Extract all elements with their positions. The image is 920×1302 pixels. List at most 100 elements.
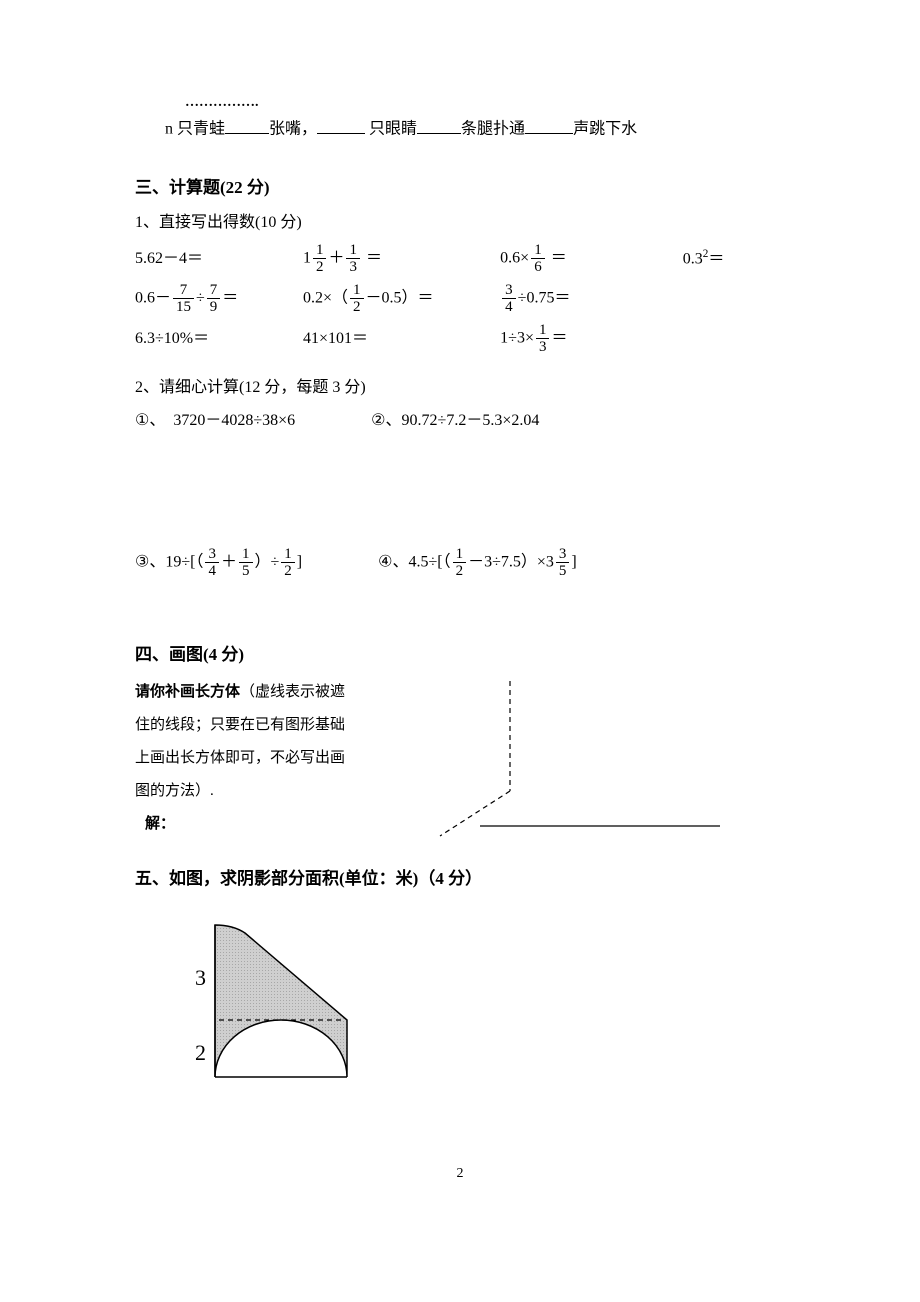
frog-fill-blank: n 只青蛙 张嘴， 只眼睛 条腿扑通 声跳下水 — [165, 115, 785, 144]
p4-post: ] — [571, 553, 576, 570]
mc-r3c3-pre: 1÷3× — [500, 330, 534, 347]
section-5-title: 五、如图，求阴影部分面积(单位：米)（4 分） — [135, 864, 785, 895]
mc-r1c4: 0.32＝ — [683, 244, 785, 274]
frac-num: 1 — [536, 322, 550, 340]
mc-r1c2-mid: ＋ — [328, 250, 344, 267]
section-4-body: 请你补画长方体（虚线表示被遮住的线段；只要在已有图形基础上画出长方体即可，不必写… — [135, 676, 785, 846]
frac-num: 1 — [281, 546, 295, 564]
shaded-region — [215, 925, 347, 1077]
frac-num: 7 — [207, 282, 221, 300]
mc-r3c1: 6.3÷10%＝ — [135, 325, 303, 354]
frac-den: 2 — [453, 563, 467, 580]
section-3-sub2: 2、请细心计算(12 分，每题 3 分) — [135, 374, 785, 403]
frac-den: 2 — [313, 259, 327, 276]
shaded-figure: 3 2 — [165, 915, 785, 1101]
page-number: 2 — [135, 1161, 785, 1186]
mc-r2c1-pre: 0.6－ — [135, 290, 171, 307]
frac-icon: 12 — [453, 546, 467, 580]
solve-label: 解： — [145, 808, 355, 841]
mc-r1c2-post: ＝ — [362, 250, 382, 267]
p3-post: ] — [297, 553, 302, 570]
p1-body: 3720－4028÷38×6 — [173, 412, 295, 429]
blank-4[interactable] — [525, 115, 573, 134]
mc-r2c2-post: －0.5）＝ — [366, 290, 434, 307]
mc-r1c3-post: ＝ — [547, 250, 567, 267]
instr-rest: （虚线表示被遮住的线段；只要在已有图形基础上画出长方体即可，不必写出画图的方法）… — [135, 684, 345, 799]
frog-part-0: n 只青蛙 — [165, 121, 225, 138]
mental-calc-grid: 5.62－4＝ 112＋13 ＝ 0.6×16 ＝ 0.32＝ 0.6－715÷… — [135, 242, 785, 356]
frac-num: 1 — [346, 242, 360, 260]
frac-num: 3 — [205, 546, 219, 564]
frog-part-4: 声跳下水 — [573, 121, 637, 138]
mc-r2c2-pre: 0.2×（ — [303, 290, 348, 307]
mc-r1c2-pre: 1 — [303, 250, 311, 267]
mc-r3c3-post: ＝ — [551, 330, 567, 347]
mc-r2c1-mid: ÷ — [196, 290, 205, 307]
frac-num: 7 — [173, 282, 194, 300]
mc-r2c1-post: ＝ — [222, 290, 238, 307]
frac-num: 3 — [502, 282, 516, 300]
frog-part-1: 张嘴， — [269, 121, 317, 138]
frac-den: 5 — [556, 563, 570, 580]
frog-part-2: 只眼睛 — [365, 121, 417, 138]
problem-1: ①、 3720－4028÷38×6 — [135, 407, 295, 436]
mc-r2c3: 34÷0.75＝ — [500, 282, 683, 316]
frac-den: 15 — [173, 299, 194, 316]
detailed-row-1: ①、 3720－4028÷38×6 ②、90.72÷7.2－5.3×2.04 — [135, 407, 785, 436]
frac-icon: 715 — [173, 282, 194, 316]
label-2: 2 — [195, 1040, 206, 1065]
frac-den: 3 — [536, 339, 550, 356]
problem-3: ③、19÷[（34＋15）÷12] — [135, 546, 302, 580]
p4-label: ④、 — [378, 553, 408, 570]
frac-icon: 79 — [207, 282, 221, 316]
section-4-title: 四、画图(4 分) — [135, 640, 785, 671]
section-3-sub1: 1、直接写出得数(10 分) — [135, 209, 785, 238]
p4-mid1: －3÷7.5）×3 — [468, 553, 554, 570]
page: ……………. n 只青蛙张嘴， 只眼睛条腿扑通声跳下水 三、计算题(22 分) … — [0, 0, 920, 1226]
frac-num: 1 — [350, 282, 364, 300]
p3-pre: 19÷[（ — [165, 553, 203, 570]
blank-2[interactable] — [317, 115, 365, 134]
frac-den: 9 — [207, 299, 221, 316]
label-3: 3 — [195, 965, 206, 990]
shaded-svg: 3 2 — [165, 915, 365, 1090]
detailed-row-2: ③、19÷[（34＋15）÷12] ④、4.5÷[（12－3÷7.5）×335] — [135, 546, 785, 580]
mc-r3c2: 41×101＝ — [303, 325, 500, 354]
frac-den: 6 — [531, 259, 545, 276]
frac-den: 4 — [502, 299, 516, 316]
frac-icon: 13 — [536, 322, 550, 356]
problem-4: ④、4.5÷[（12－3÷7.5）×335] — [378, 546, 577, 580]
dash-diagonal — [440, 791, 510, 836]
frac-icon: 16 — [531, 242, 545, 276]
frac-icon: 12 — [313, 242, 327, 276]
frog-part-3: 条腿扑通 — [461, 121, 525, 138]
p4-pre: 4.5÷[（ — [408, 553, 450, 570]
mc-r2c1: 0.6－715÷79＝ — [135, 282, 303, 316]
frac-den: 2 — [281, 563, 295, 580]
blank-1[interactable] — [225, 115, 269, 134]
frac-den: 4 — [205, 563, 219, 580]
blank-3[interactable] — [417, 115, 461, 134]
cuboid-figure — [375, 676, 785, 846]
instr-bold: 请你补画长方体 — [135, 684, 240, 700]
frac-num: 1 — [313, 242, 327, 260]
mc-r1c3-pre: 0.6× — [500, 250, 529, 267]
mc-r2c3-post: ÷0.75＝ — [518, 290, 571, 307]
p3-mid1: ＋ — [221, 553, 237, 570]
frac-num: 1 — [531, 242, 545, 260]
p3-label: ③、 — [135, 553, 165, 570]
frac-num: 1 — [453, 546, 467, 564]
p3-mid2: ）÷ — [255, 553, 280, 570]
section-3-title: 三、计算题(22 分) — [135, 173, 785, 204]
cuboid-svg — [420, 676, 740, 846]
mc-r1c2: 112＋13 ＝ — [303, 242, 500, 276]
mc-r2c2: 0.2×（12－0.5）＝ — [303, 282, 500, 316]
mc-r3c3: 1÷3×13＝ — [500, 322, 683, 356]
frac-icon: 12 — [350, 282, 364, 316]
frac-icon: 34 — [502, 282, 516, 316]
p1-label: ①、 — [135, 412, 165, 429]
section-4-text: 请你补画长方体（虚线表示被遮住的线段；只要在已有图形基础上画出长方体即可，不必写… — [135, 676, 355, 841]
frac-den: 2 — [350, 299, 364, 316]
frac-num: 1 — [239, 546, 253, 564]
frac-num: 3 — [556, 546, 570, 564]
